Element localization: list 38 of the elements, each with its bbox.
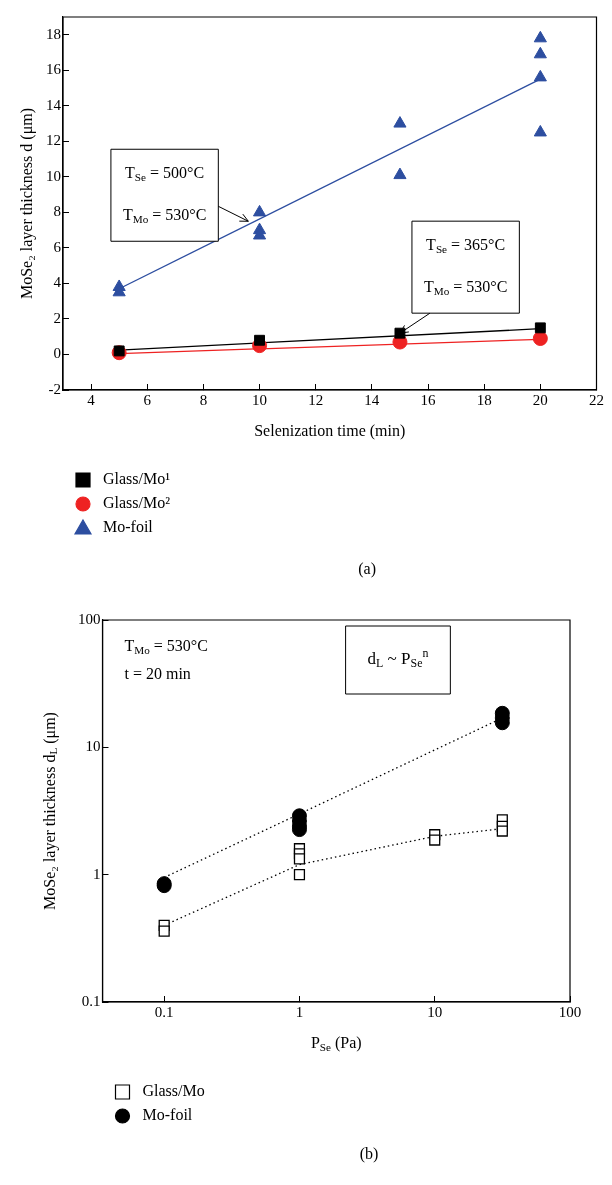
x-tick-label: 0.1 bbox=[154, 1003, 174, 1020]
y-tick-label: 1 bbox=[93, 865, 101, 882]
x-tick-label: 6 bbox=[143, 391, 152, 408]
text: (a) bbox=[358, 560, 376, 579]
y-tick-label: 16 bbox=[46, 61, 62, 78]
text: (b) bbox=[359, 1145, 379, 1164]
x-axis-title: Selenization time (min) bbox=[254, 422, 406, 441]
y-tick-label: 12 bbox=[46, 132, 61, 149]
x-tick-label: 10 bbox=[427, 1003, 443, 1020]
y-tick-label: 10 bbox=[46, 167, 61, 184]
x-tick-label: 18 bbox=[476, 391, 492, 408]
y-tick-label: 0 bbox=[53, 345, 61, 362]
y-tick-label: 0.1 bbox=[81, 992, 101, 1009]
y-tick-label: 2 bbox=[53, 309, 61, 326]
y-tick-label: 14 bbox=[46, 96, 62, 113]
x-tick-label: 1 bbox=[295, 1003, 304, 1020]
x-tick-label: 10 bbox=[252, 391, 268, 408]
x-tick-label: 20 bbox=[532, 391, 548, 408]
x-tick-label: 8 bbox=[199, 391, 208, 408]
y-tick-label: 6 bbox=[53, 238, 62, 255]
x-tick-label: 22 bbox=[589, 391, 604, 408]
y-axis-title: MoSe₂ layer thickness d (μm) bbox=[18, 107, 37, 299]
legend-label: Glass/Mo¹ bbox=[103, 470, 171, 488]
y-tick-label: 4 bbox=[53, 274, 62, 291]
y-tick-label: 10 bbox=[85, 738, 101, 755]
y-axis-title: MoSe₂ layer thickness dL (μm) bbox=[40, 712, 60, 910]
legend-label: Mo-foil bbox=[142, 1106, 193, 1124]
legend-label: Glass/Mo² bbox=[103, 494, 171, 512]
x-tick-label: 100 bbox=[558, 1003, 582, 1020]
legend-label: Mo-foil bbox=[103, 518, 154, 536]
y-tick-label: 18 bbox=[46, 25, 61, 42]
x-tick-label: 12 bbox=[308, 391, 324, 408]
y-tick-label: -2 bbox=[48, 380, 61, 397]
x-tick-label: 16 bbox=[420, 391, 437, 408]
x-tick-label: 14 bbox=[364, 391, 380, 408]
y-tick-label: 8 bbox=[53, 203, 61, 220]
legend-label: Glass/Mo bbox=[142, 1082, 205, 1100]
y-tick-label: 100 bbox=[78, 610, 101, 627]
